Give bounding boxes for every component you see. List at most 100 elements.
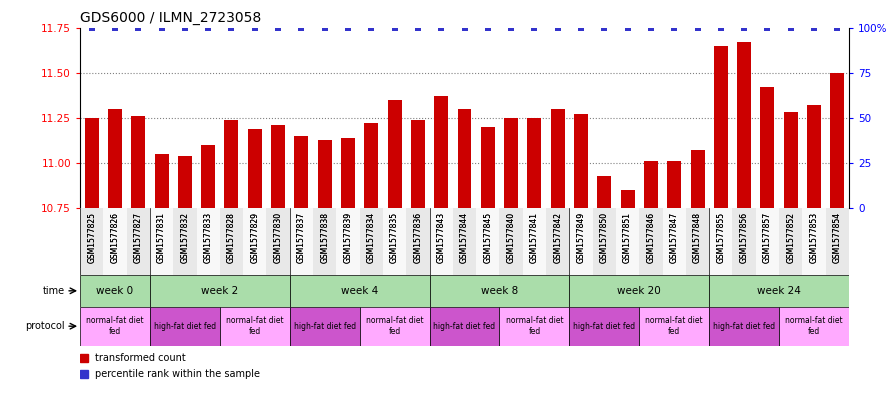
Text: GSM1577843: GSM1577843 [436,212,445,263]
Text: GSM1577846: GSM1577846 [646,212,655,263]
Bar [220,307,290,346]
Bar [714,46,728,208]
Bar [364,123,379,208]
Bar [429,208,453,275]
Text: GSM1577826: GSM1577826 [110,212,119,263]
Text: GSM1577828: GSM1577828 [227,212,236,263]
Bar [756,208,779,275]
Bar [504,118,518,208]
Text: GSM1577832: GSM1577832 [180,212,189,263]
Text: GSM1577827: GSM1577827 [133,212,143,263]
Bar [527,118,541,208]
Text: high-fat diet fed: high-fat diet fed [573,322,636,331]
Text: GSM1577839: GSM1577839 [343,212,353,263]
Bar [803,208,826,275]
Bar [500,208,523,275]
Text: week 8: week 8 [481,286,518,296]
Bar [429,275,569,307]
Text: GSM1577830: GSM1577830 [274,212,283,263]
Text: GSM1577829: GSM1577829 [251,212,260,263]
Text: GSM1577840: GSM1577840 [507,212,516,263]
Text: GSM1577833: GSM1577833 [204,212,212,263]
Bar [196,208,220,275]
Bar [644,161,658,208]
Bar [429,307,500,346]
Bar [668,161,681,208]
Bar [639,208,662,275]
Bar [290,307,360,346]
Text: GSM1577844: GSM1577844 [460,212,469,263]
Bar [593,208,616,275]
Bar [294,136,308,208]
Text: GSM1577837: GSM1577837 [297,212,306,263]
Bar [639,307,709,346]
Text: GDS6000 / ILMN_2723058: GDS6000 / ILMN_2723058 [80,11,261,25]
Bar [477,208,500,275]
Bar [80,275,150,307]
Text: GSM1577856: GSM1577856 [740,212,749,263]
Bar [453,208,477,275]
Bar [84,118,99,208]
Bar [271,125,285,208]
Bar [500,307,569,346]
Text: GSM1577831: GSM1577831 [157,212,166,263]
Text: GSM1577851: GSM1577851 [623,212,632,263]
Text: GSM1577845: GSM1577845 [484,212,493,263]
Bar [616,208,639,275]
Text: GSM1577850: GSM1577850 [600,212,609,263]
Text: week 0: week 0 [96,286,133,296]
Text: GSM1577838: GSM1577838 [320,212,329,263]
Bar [411,120,425,208]
Bar [523,208,546,275]
Text: high-fat diet fed: high-fat diet fed [434,322,495,331]
Bar [248,129,261,208]
Bar [313,208,336,275]
Bar [691,151,704,208]
Text: GSM1577847: GSM1577847 [669,212,678,263]
Bar [150,208,173,275]
Text: high-fat diet fed: high-fat diet fed [293,322,356,331]
Bar [201,145,215,208]
Bar [108,109,122,208]
Text: GSM1577854: GSM1577854 [833,212,842,263]
Bar [178,156,192,208]
Text: GSM1577831: GSM1577831 [157,212,166,263]
Text: week 4: week 4 [341,286,378,296]
Text: GSM1577825: GSM1577825 [87,212,96,263]
Bar [574,114,588,208]
Text: GSM1577842: GSM1577842 [553,212,562,263]
Bar [388,100,402,208]
Text: GSM1577833: GSM1577833 [204,212,212,263]
Bar [360,208,383,275]
Bar [733,208,756,275]
Bar [150,275,290,307]
Bar [406,208,429,275]
Bar [569,208,593,275]
Text: GSM1577852: GSM1577852 [786,212,796,263]
Text: GSM1577848: GSM1577848 [693,212,702,263]
Bar [597,176,612,208]
Bar [550,109,565,208]
Text: GSM1577832: GSM1577832 [180,212,189,263]
Text: GSM1577844: GSM1577844 [460,212,469,263]
Bar [458,109,471,208]
Text: GSM1577835: GSM1577835 [390,212,399,263]
Bar [150,307,220,346]
Bar [434,96,448,208]
Text: GSM1577845: GSM1577845 [484,212,493,263]
Bar [80,208,103,275]
Text: GSM1577825: GSM1577825 [87,212,96,263]
Text: GSM1577851: GSM1577851 [623,212,632,263]
Bar [737,42,751,208]
Bar [173,208,196,275]
Text: high-fat diet fed: high-fat diet fed [154,322,216,331]
Bar [336,208,360,275]
Bar [290,275,429,307]
Text: GSM1577856: GSM1577856 [740,212,749,263]
Text: GSM1577841: GSM1577841 [530,212,539,263]
Text: GSM1577836: GSM1577836 [413,212,422,263]
Text: GSM1577834: GSM1577834 [367,212,376,263]
Text: normal-fat diet
fed: normal-fat diet fed [86,316,144,336]
Bar [155,154,169,208]
Text: GSM1577829: GSM1577829 [251,212,260,263]
